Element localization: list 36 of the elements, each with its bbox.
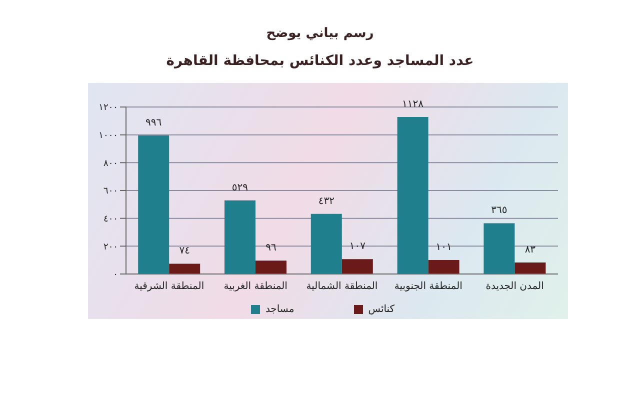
x-tick-label: المنطقة الغربية	[224, 281, 288, 292]
y-tick-label: ٦٠٠	[103, 186, 118, 197]
chart-title: رسم بياني يوضح	[265, 25, 375, 41]
bar	[224, 200, 256, 274]
bar	[342, 259, 373, 274]
bar	[138, 135, 170, 274]
bar	[514, 262, 546, 274]
bar	[484, 223, 515, 274]
data-label: ١١٢٨	[402, 99, 424, 110]
y-tick-label: ١٠٠٠	[98, 131, 118, 142]
x-tick-label: المنطقة الجنوبية	[394, 281, 462, 292]
y-tick-label: ٠	[113, 270, 118, 280]
data-label: ٤٣٢	[318, 196, 334, 207]
bar	[255, 260, 286, 274]
y-tick-label: ٤٠٠	[103, 214, 118, 225]
bar	[428, 260, 460, 274]
y-tick-label: ٢٠٠	[103, 242, 118, 252]
data-label: ٩٩٦	[146, 117, 162, 128]
data-label: ٩٦	[266, 242, 276, 254]
data-label: ١٠١	[436, 242, 452, 253]
data-label: ٨٣	[524, 244, 536, 256]
x-tick-label: المدن الجديدة	[486, 281, 544, 292]
legend-label: كنائس	[368, 304, 395, 315]
data-label: ٥٢٩	[232, 182, 248, 194]
bar	[310, 214, 342, 274]
bar	[169, 264, 200, 274]
y-tick-label: ٨٠٠	[103, 158, 118, 169]
data-label: ١٠٧	[349, 241, 366, 252]
data-label: ٣٦٥	[491, 205, 508, 216]
data-label: ٧٤	[179, 246, 190, 257]
y-tick-label: ١٢٠٠	[98, 103, 118, 114]
legend-label: مساجد	[265, 304, 294, 315]
x-tick-label: المنطقة الشرقية	[134, 281, 204, 292]
chart-subtitle: عدد المساجد وعدد الكنائس بمحافظة القاهرة	[165, 52, 475, 71]
x-tick-label: المنطقة الشمالية	[306, 281, 378, 292]
bar	[397, 117, 428, 274]
